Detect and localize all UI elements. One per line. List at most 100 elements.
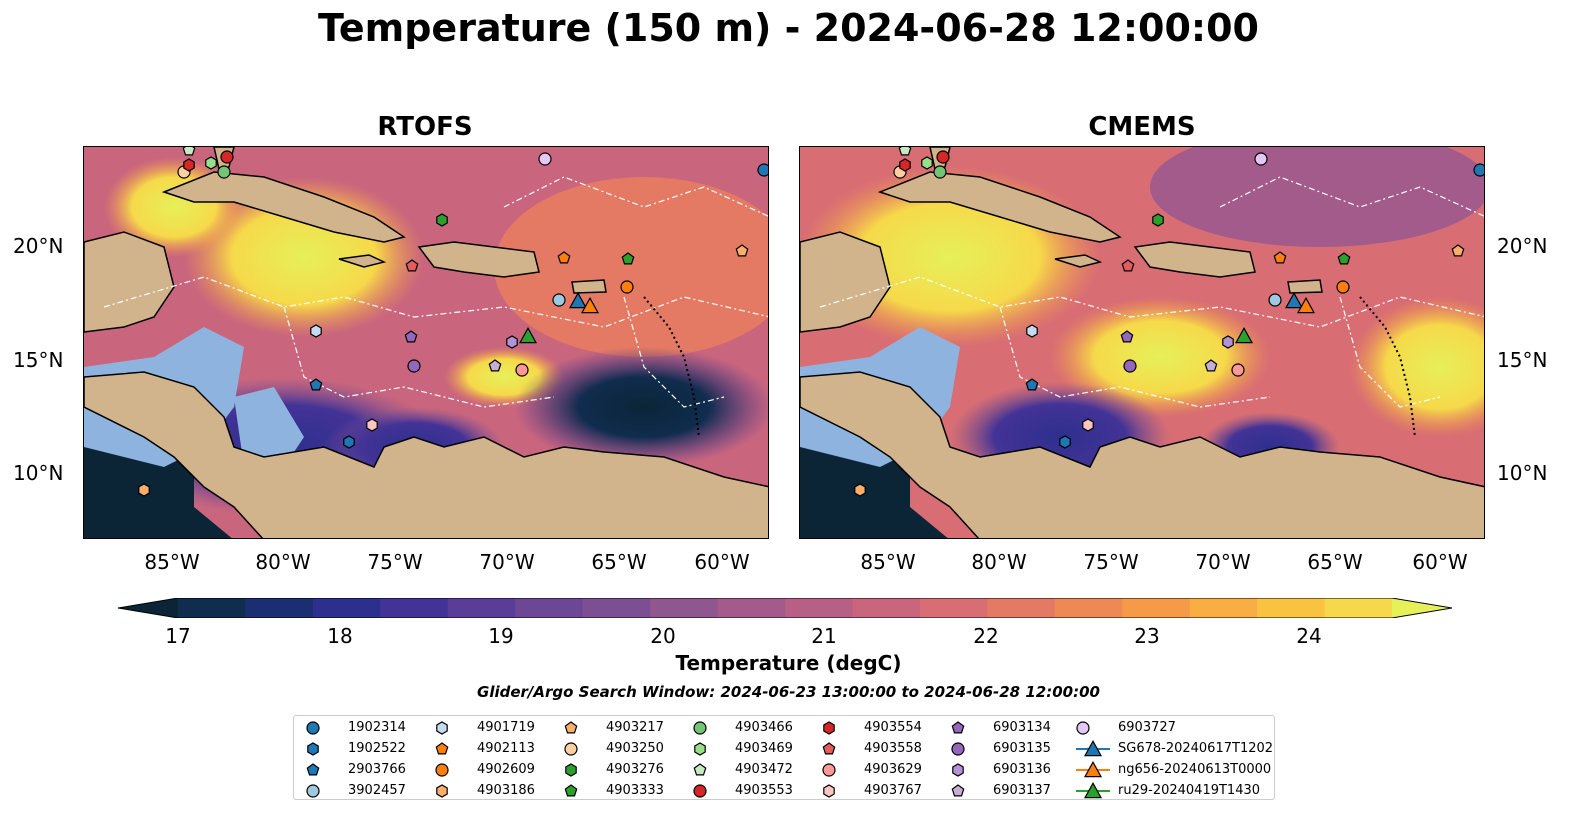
lat-label-right-20n: 20°N: [1497, 234, 1548, 258]
land-cuba: [877, 171, 1122, 243]
legend-hexagon-icon: [307, 742, 319, 756]
legend-label: 4903466: [735, 720, 793, 735]
colorbar-segment: [987, 598, 1056, 618]
temp-field: [494, 177, 768, 357]
float-marker-6903727: [538, 152, 552, 166]
float-marker-4903553: [220, 150, 234, 164]
colorbar-segment: [1257, 598, 1326, 618]
colorbar-segment: [178, 598, 246, 618]
float-marker-6903135: [1123, 359, 1137, 373]
legend-pentagon-icon: [435, 742, 449, 755]
legend-hexagon-icon: [823, 721, 835, 735]
colorbar-tick-18: 18: [327, 624, 353, 648]
float-marker-4903554: [899, 158, 911, 172]
temp-field: [1150, 147, 1484, 247]
float-marker-6903137: [488, 359, 502, 372]
lon-label-left-85w: 85°W: [144, 550, 200, 574]
land-jamaica: [1054, 254, 1103, 268]
colorbar-segment: [1122, 598, 1191, 618]
legend-marker: [1083, 739, 1103, 757]
colorbar-segment: [650, 598, 719, 618]
land-puerto-rico: [1287, 279, 1323, 294]
float-marker-4903629: [1231, 363, 1245, 377]
legend-marker: [306, 763, 320, 776]
lat-label-left-10n: 10°N: [13, 461, 64, 485]
float-marker-4903217: [1451, 244, 1465, 257]
legend-marker: [823, 721, 835, 735]
float-marker-1902314: [757, 163, 768, 177]
legend-label: 2903766: [348, 762, 406, 777]
float-marker-6903136: [506, 335, 518, 349]
pacific-ocean: [800, 457, 948, 538]
continental-shelf: [234, 387, 304, 467]
legend: 1902314 1902522 2903766 3902457 4901719 49021…: [293, 715, 1275, 800]
lon-label-right-85w: 85°W: [860, 550, 916, 574]
legend-marker: [436, 721, 448, 735]
eez-boundary: [1339, 296, 1441, 408]
legend-label: 4903629: [864, 762, 922, 777]
float-marker-1902522: [343, 435, 355, 449]
legend-triangle-icon: [1076, 739, 1110, 757]
legend-marker: [435, 742, 449, 755]
colorbar-tick-24: 24: [1296, 624, 1322, 648]
legend-label: ru29-20240419T1430: [1118, 783, 1261, 798]
legend-label: 1902314: [348, 720, 406, 735]
legend-hexagon-icon: [952, 763, 964, 777]
legend-label: 4902609: [477, 762, 535, 777]
colorbar-segment: [582, 598, 651, 618]
legend-marker: [693, 721, 707, 735]
legend-marker: [436, 784, 448, 798]
float-marker-4903186: [854, 483, 866, 497]
eez-boundary: [503, 176, 768, 217]
colorbar: [117, 597, 1453, 619]
colorbar-title: Temperature (degC): [675, 651, 902, 675]
float-marker-4903186: [138, 483, 150, 497]
land-cuba: [161, 171, 406, 243]
land-yucatan: [800, 231, 891, 333]
legend-label: 4903333: [606, 783, 664, 798]
lon-label-left-75w: 75°W: [367, 550, 423, 574]
float-marker-4901719: [310, 324, 322, 338]
legend-marker: [951, 784, 965, 797]
legend-pentagon-icon: [564, 784, 578, 797]
colorbar-segment: [1189, 598, 1258, 618]
float-marker-2903766: [309, 378, 323, 391]
colorbar-segment: [312, 598, 381, 618]
float-markers-cmems: [854, 147, 1484, 497]
map-panel-cmems: [799, 146, 1485, 539]
lon-label-left-60w: 60°W: [694, 550, 750, 574]
colorbar-extend-max: [1392, 598, 1452, 618]
float-marker-6903135: [407, 359, 421, 373]
land-mainland: [800, 371, 1484, 538]
colorbar-segment: [380, 598, 449, 618]
float-marker-6903136: [1222, 335, 1234, 349]
eez-boundary: [999, 306, 1271, 408]
legend-label: 6903136: [993, 762, 1051, 777]
cold-eddy: [514, 347, 768, 467]
eez-boundary: [283, 306, 555, 408]
float-marker-4903333: [621, 252, 635, 265]
float-marker-1902522: [1059, 435, 1071, 449]
colorbar-tick-17: 17: [165, 624, 191, 648]
legend-label: 4903276: [606, 762, 664, 777]
lat-label-right-10n: 10°N: [1497, 461, 1548, 485]
legend-circle-icon: [564, 742, 578, 756]
legend-label: 6903137: [993, 783, 1051, 798]
warm-core: [1350, 297, 1484, 437]
legend-circle-icon: [693, 784, 707, 798]
legend-marker: [693, 784, 707, 798]
legend-marker: [822, 763, 836, 777]
legend-pentagon-icon: [822, 742, 836, 755]
float-marker-4903466: [217, 165, 231, 179]
land-hispaniola: [1133, 241, 1256, 278]
legend-marker: [306, 784, 320, 798]
float-marker-4903553: [936, 150, 950, 164]
legend-marker: [564, 784, 578, 797]
land-lesser-antilles: [1359, 296, 1416, 438]
legend-circle-icon: [306, 721, 320, 735]
colorbar-segment: [1054, 598, 1123, 618]
float-marker-ng656-20240613t0000: [1296, 296, 1316, 314]
land-hispaniola: [417, 241, 540, 278]
legend-circle-icon: [1076, 721, 1090, 735]
legend-marker: [1083, 781, 1103, 799]
